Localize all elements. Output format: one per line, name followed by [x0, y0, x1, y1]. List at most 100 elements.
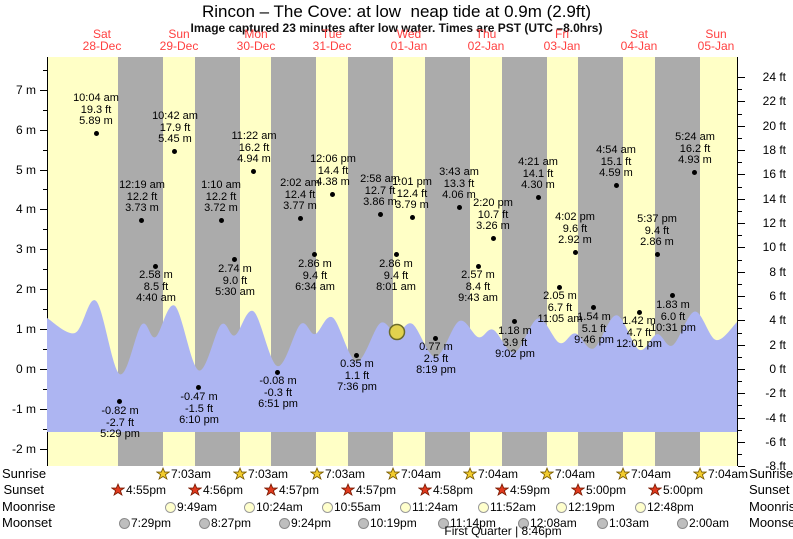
sunset-time: 4:55pm — [126, 483, 167, 497]
tide-label-line: 12.7 ft — [364, 184, 396, 197]
day-label: Mon 30-Dec — [221, 28, 291, 52]
moonset-entry: 2:00am — [677, 515, 729, 531]
current-time-marker — [388, 323, 406, 341]
tide-label-line: 12:06 pm — [310, 153, 356, 165]
high-tide-label: 4:21 am 14.1 ft 4.30 m — [501, 156, 575, 192]
tide-label-line: 2.5 ft — [423, 352, 449, 365]
left-axis-label: 4 m — [15, 202, 36, 216]
high-tide-label: 3:43 am 13.3 ft 4.06 m — [422, 166, 496, 202]
tide-event-dot — [433, 336, 438, 341]
tide-label-line: 4.93 m — [678, 154, 712, 166]
low-tide-label: 0.77 m 2.5 ft 8:19 pm — [399, 341, 473, 377]
tide-label-line: 2.86 m — [640, 236, 674, 248]
sunset-time: 4:57pm — [356, 483, 397, 497]
sunrise-entry: 7:04am — [386, 466, 441, 482]
high-tide-label: 2:02 am 12.4 ft 3.77 m — [263, 177, 337, 213]
low-tide-label: 2.86 m 9.4 ft 6:34 am — [278, 258, 352, 294]
tide-label-line: 3.9 ft — [502, 336, 528, 349]
tide-event-dot — [219, 218, 224, 223]
tide-event-dot — [378, 212, 383, 217]
left-axis-tick — [40, 289, 47, 290]
right-axis-tick — [738, 77, 745, 78]
moonrise-icon — [165, 501, 176, 513]
tide-event-dot — [394, 252, 399, 257]
moonset-entry: 8:27pm — [199, 515, 251, 531]
tide-event-dot — [196, 385, 201, 390]
day-label: Tue 31-Dec — [297, 28, 367, 52]
right-axis-tick — [738, 333, 742, 334]
moonrise-icon — [244, 501, 255, 513]
right-axis-tick — [738, 418, 745, 419]
day-label-line: 31-Dec — [312, 39, 352, 53]
left-axis-tick — [40, 449, 47, 450]
left-axis-label: 6 m — [15, 123, 36, 137]
sunset-entry: 5:00pm — [648, 482, 703, 498]
tide-label-line: 3.79 m — [395, 199, 429, 211]
tide-label-line: 5.1 ft — [581, 322, 607, 335]
low-tide-label: -0.82 m -2.7 ft 5:29 pm — [83, 405, 157, 441]
sunset-entry: 4:57pm — [341, 482, 396, 498]
sunrise-time: 7:03am — [325, 467, 366, 481]
moonset-time: 2:00am — [689, 516, 730, 530]
astro-row-label-left: Moonrise — [2, 499, 56, 514]
tide-event-dot — [94, 131, 99, 136]
right-axis-label: -4 ft — [765, 411, 786, 425]
left-axis-tick — [40, 329, 47, 330]
right-axis-tick — [738, 454, 742, 455]
sunrise-star-icon — [156, 467, 170, 481]
tide-label-line: -0.47 m — [180, 391, 218, 403]
tide-label-line: 4.06 m — [442, 189, 476, 201]
tide-event-dot — [670, 293, 675, 298]
moonset-time: 9:24pm — [291, 516, 332, 530]
right-axis-tick — [738, 89, 742, 90]
left-axis-tick — [40, 90, 47, 91]
tide-event-dot — [410, 215, 415, 220]
right-axis-label: -6 ft — [765, 435, 786, 449]
tide-label-line: 1:01 pm — [392, 176, 432, 188]
moonset-entry: 7:29pm — [119, 515, 171, 531]
moonrise-time: 11:52am — [490, 500, 536, 514]
tide-event-dot — [251, 169, 256, 174]
tide-event-dot — [637, 310, 642, 315]
astro-row-label-left: Sunset — [3, 482, 44, 497]
tide-label-line: 4:54 am — [596, 144, 636, 156]
tide-event-dot — [614, 183, 619, 188]
sunset-entry: 4:59pm — [495, 482, 550, 498]
high-tide-label: 1:10 am 12.2 ft 3.72 m — [184, 179, 258, 215]
tide-label-line: 1.1 ft — [344, 369, 370, 382]
day-label-line: 28-Dec — [82, 39, 122, 53]
tide-label-line: 16.2 ft — [679, 142, 711, 155]
tide-label-line: 4:40 am — [136, 292, 176, 304]
sunset-entry: 4:56pm — [188, 482, 243, 498]
tide-label-line: 2:02 am — [280, 177, 320, 189]
sunrise-entry: 7:04am — [463, 466, 518, 482]
right-axis-tick — [738, 308, 742, 309]
left-axis-tick — [43, 389, 47, 390]
sunrise-time: 7:04am — [555, 467, 596, 481]
tide-label-line: 9.0 ft — [222, 274, 248, 287]
left-axis-tick — [40, 369, 47, 370]
tide-event-dot — [512, 319, 517, 324]
day-label-line: Sat — [629, 27, 648, 41]
right-axis-tick — [738, 272, 745, 273]
sunset-time: 5:00pm — [586, 483, 627, 497]
right-axis-label: 4 ft — [769, 313, 786, 327]
high-tide-label: 4:02 pm 9.6 ft 2.92 m — [538, 211, 612, 247]
tide-label-line: 2.86 m — [298, 258, 332, 270]
tide-label-line: 11:05 am — [537, 313, 583, 325]
moonrise-entry: 12:48pm — [635, 499, 694, 515]
right-axis-label: 18 ft — [762, 143, 786, 157]
astro-row-label-right: Sunrise — [749, 466, 793, 481]
tide-event-dot — [536, 195, 541, 200]
moonset-entry: 9:24pm — [279, 515, 331, 531]
sunrise-time: 7:03am — [171, 467, 212, 481]
sunset-time: 4:58pm — [433, 483, 474, 497]
day-label-line: Thu — [475, 27, 497, 41]
left-axis-tick — [40, 249, 47, 250]
high-tide-label: 2:20 pm 10.7 ft 3.26 m — [456, 197, 530, 233]
left-axis-tick — [40, 209, 47, 210]
day-label-line: Sun — [168, 27, 190, 41]
chart-title: Rincon – The Cove: at low neap tide at 0… — [201, 2, 591, 21]
moonrise-icon — [322, 501, 333, 513]
low-tide-label: -0.08 m -0.3 ft 6:51 pm — [241, 375, 315, 411]
